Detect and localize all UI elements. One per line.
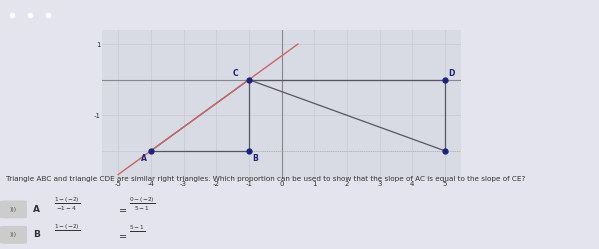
FancyBboxPatch shape [0, 226, 27, 244]
Text: $=$: $=$ [117, 204, 128, 214]
Text: $=$: $=$ [117, 230, 128, 240]
Text: $\frac{1-(-2)}{\;\;\;\;\;\;\;}$: $\frac{1-(-2)}{\;\;\;\;\;\;\;}$ [54, 224, 80, 235]
Text: ))): ))) [10, 232, 17, 237]
Text: ))): ))) [10, 207, 17, 212]
Text: C: C [232, 69, 238, 78]
Text: A: A [33, 205, 40, 214]
Text: B: B [33, 230, 40, 239]
Text: A: A [141, 154, 147, 164]
FancyBboxPatch shape [0, 200, 27, 218]
Text: B: B [252, 154, 258, 164]
Text: $\frac{1-(-2)}{-1-4}$: $\frac{1-(-2)}{-1-4}$ [54, 196, 80, 213]
Text: D: D [448, 69, 455, 78]
Text: $\frac{0-(-2)}{5-1}$: $\frac{0-(-2)}{5-1}$ [129, 196, 155, 213]
Text: Triangle ABC and triangle CDE are similar right triangles. Which proportion can : Triangle ABC and triangle CDE are simila… [6, 176, 525, 182]
Text: $\frac{5-1}{\;\;\;\;\;\;}$: $\frac{5-1}{\;\;\;\;\;\;}$ [129, 225, 146, 234]
